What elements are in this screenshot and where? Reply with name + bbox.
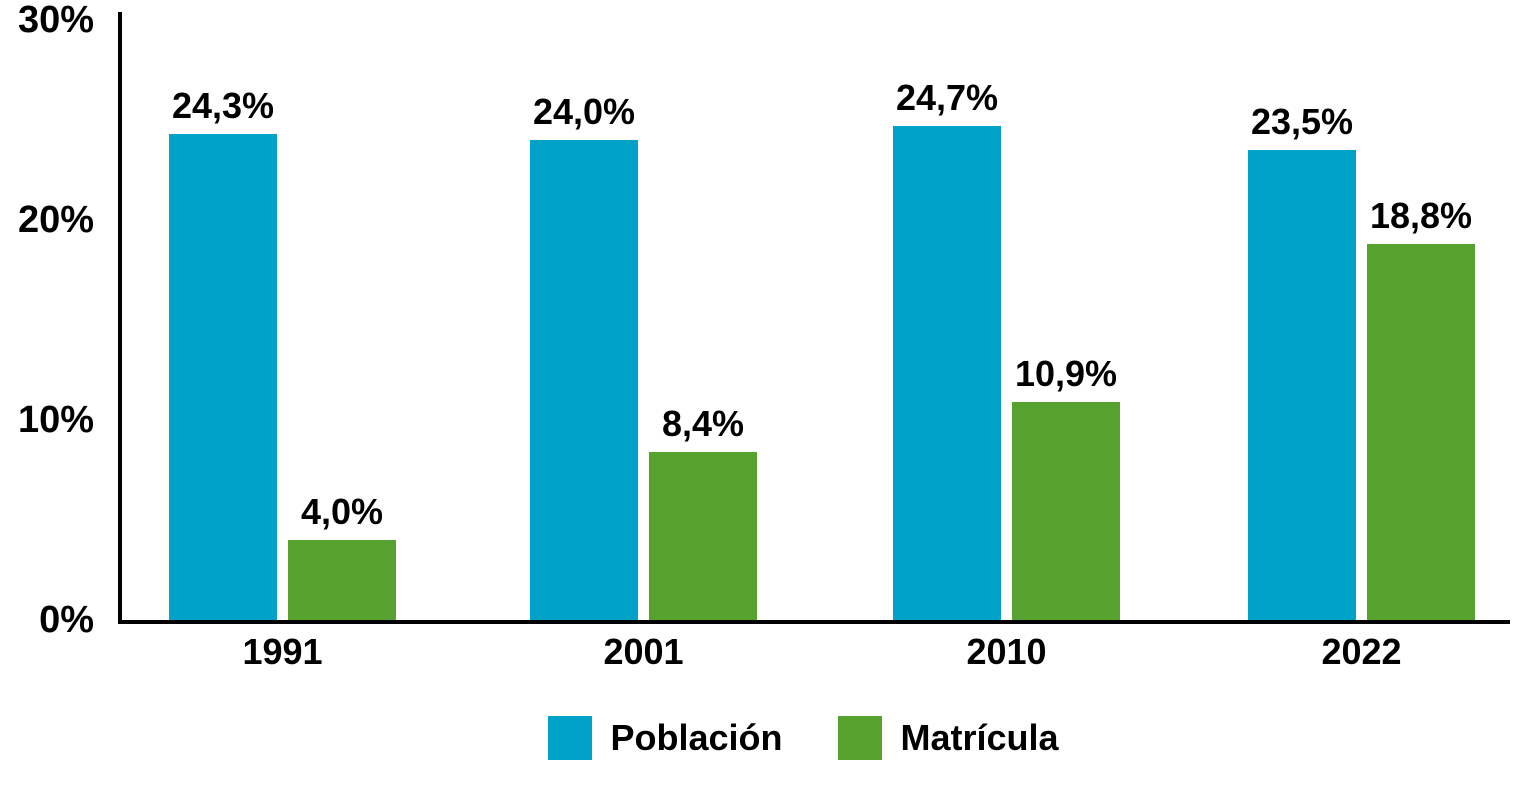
x-tick-label-1991: 1991 (242, 631, 323, 672)
bar-población-2022 (1248, 150, 1356, 620)
bar-matrícula-2010 (1012, 402, 1120, 620)
value-label: 24,0% (532, 91, 636, 132)
legend-swatch-matrícula (838, 716, 883, 760)
legend-item-población: Población (548, 716, 782, 760)
bar-wrap: 24,3% (169, 88, 277, 620)
bar-wrap: 4,0% (288, 494, 396, 620)
value-label: 10,9% (1014, 353, 1118, 394)
x-tick-label-2010: 2010 (966, 631, 1047, 672)
legend-label: Población (610, 717, 783, 758)
bar-población-2010 (893, 126, 1001, 620)
y-axis-line (118, 12, 122, 622)
legend-item-matrícula: Matrícula (838, 716, 1059, 760)
bar-wrap: 23,5% (1248, 104, 1356, 620)
y-tick-label-10: 10% (17, 399, 94, 441)
y-tick-label-0: 0% (39, 599, 94, 641)
bar-matrícula-2001 (649, 452, 757, 620)
x-tick-label-2001: 2001 (603, 631, 684, 672)
bar-población-1991 (169, 134, 277, 620)
bar-wrap: 24,0% (530, 94, 638, 620)
bar-matrícula-1991 (288, 540, 396, 620)
value-label: 23,5% (1250, 101, 1354, 142)
value-label: 8,4% (661, 403, 745, 444)
bar-group-2010: 24,7% 10,9% (893, 80, 1120, 620)
bar-matrícula-2022 (1367, 244, 1475, 620)
value-label: 24,3% (171, 85, 275, 126)
y-tick-label-30: 30% (17, 0, 94, 41)
x-tick-label-2022: 2022 (1321, 631, 1402, 672)
bar-wrap: 10,9% (1012, 356, 1120, 620)
bar-wrap: 8,4% (649, 406, 757, 620)
bar-población-2001 (530, 140, 638, 620)
bar-wrap: 24,7% (893, 80, 1001, 620)
bar-group-1991: 24,3% 4,0% (169, 88, 396, 620)
value-label: 18,8% (1369, 195, 1473, 236)
value-label: 4,0% (300, 491, 384, 532)
legend: Población Matrícula (40, 716, 1527, 760)
y-tick-label-20: 20% (17, 199, 94, 241)
x-axis-line (118, 620, 1510, 624)
value-label: 24,7% (895, 77, 999, 118)
bar-group-2022: 23,5% 18,8% (1248, 104, 1475, 620)
legend-label: Matrícula (900, 717, 1059, 758)
bar-wrap: 18,8% (1367, 198, 1475, 620)
legend-swatch-población (548, 716, 593, 760)
bar-group-2001: 24,0% 8,4% (530, 94, 757, 620)
